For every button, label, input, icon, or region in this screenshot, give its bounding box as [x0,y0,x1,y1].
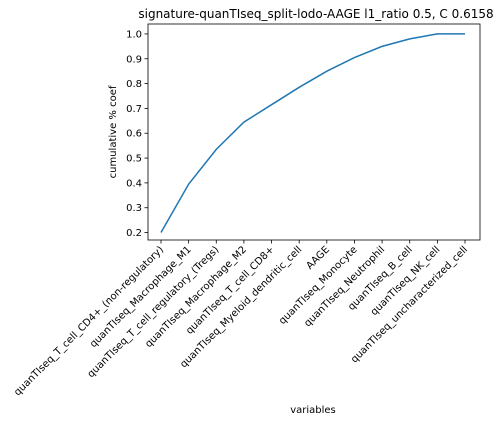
y-tick-label: 1.0 [126,29,142,40]
y-tick-label: 0.7 [126,104,142,115]
y-tick-label: 0.9 [126,54,142,65]
series-line [160,33,465,233]
plot-frame [147,23,481,241]
x-tick-label: quanTIseq_Macrophage_M1 [88,244,194,350]
y-tick-label: 0.8 [126,79,142,90]
x-axis-label: variables [290,405,336,416]
chart-title: signature-quanTIseq_split-lodo-AAGE l1_r… [138,7,493,21]
x-axis: quanTIseq_T_cell_CD4+_(non-regulatory)qu… [12,240,470,398]
y-tick-label: 0.4 [126,178,142,189]
y-axis-label: cumulative % coef [108,85,119,178]
y-tick-label: 0.3 [126,203,142,214]
y-tick-label: 0.5 [126,154,142,165]
y-tick-label: 0.6 [126,129,142,140]
y-tick-label: 0.2 [126,228,142,239]
x-tick-label: quanTIseq_Macrophage_M2 [143,244,249,350]
y-axis: 0.2 0.3 0.4 0.5 0.6 0.7 0.8 0.9 1.0 [126,29,148,239]
